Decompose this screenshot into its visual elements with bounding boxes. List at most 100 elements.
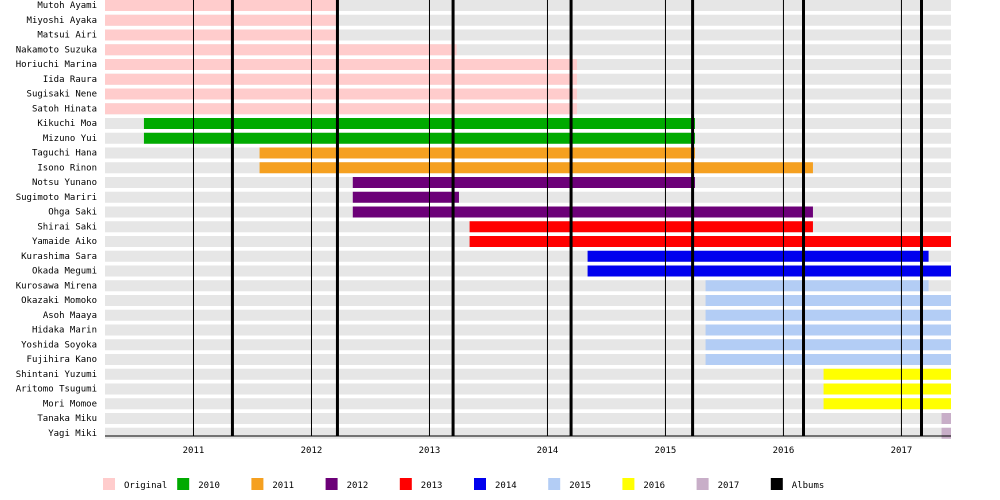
- member-bar: [469, 221, 813, 233]
- member-label: Matsui Airi: [37, 31, 97, 41]
- member-label: Iida Raura: [43, 75, 97, 85]
- member-label: Yamaide Aiko: [32, 237, 97, 247]
- row-stripe: [105, 14, 951, 26]
- member-label: Yagi Miki: [48, 429, 97, 439]
- member-bar: [352, 177, 695, 188]
- row-stripe: [105, 265, 951, 277]
- member-bar: [259, 147, 695, 159]
- member-label: Kurashima Sara: [21, 252, 97, 262]
- row-stripe: [105, 29, 951, 41]
- legend-label: 2014: [495, 481, 517, 491]
- member-label: Mizuno Yui: [43, 134, 97, 144]
- row-stripe: [105, 309, 951, 321]
- legend-swatch: [177, 478, 190, 490]
- member-label: Fujihira Kano: [27, 355, 97, 365]
- member-label: Satoh Hinata: [32, 104, 97, 114]
- legend-label: 2015: [569, 481, 591, 491]
- member-label: Sugimoto Mariri: [16, 193, 97, 203]
- year-gridlines: [192, 0, 902, 436]
- legend-label: 2017: [718, 481, 740, 491]
- member-bar: [105, 14, 338, 26]
- member-label: Okada Megumi: [32, 267, 97, 277]
- member-bar: [352, 206, 813, 218]
- row-stripe: [105, 250, 951, 262]
- member-bar: [105, 73, 577, 85]
- legend: Original 2010 2011 2012 2013 2014 2015 2016 2017…: [103, 478, 824, 491]
- member-bar: [105, 88, 577, 100]
- legend-swatch: [770, 478, 783, 490]
- member-bar: [823, 368, 951, 380]
- member-label: Notsu Yunano: [32, 178, 97, 188]
- legend-swatch: [474, 478, 486, 490]
- member-label: Sugisaki Nene: [27, 90, 97, 100]
- member-labels: Mutoh Ayami Miyoshi Ayaka Matsui Airi Nakam…: [16, 1, 97, 439]
- row-stripe: [105, 295, 951, 306]
- row-stripe: [105, 191, 951, 203]
- member-label: Nakamoto Suzuka: [16, 45, 97, 55]
- member-bars: [105, 0, 951, 439]
- member-bar: [941, 413, 951, 424]
- member-bar: [587, 265, 951, 277]
- member-label: Tanaka Miku: [37, 414, 97, 424]
- legend-label: 2012: [347, 481, 369, 491]
- member-label: Isono Rinon: [37, 163, 97, 173]
- member-bar: [823, 383, 951, 395]
- row-stripe: [105, 324, 951, 336]
- member-bar: [105, 29, 338, 41]
- row-stripe: [105, 368, 951, 380]
- legend-label: 2013: [421, 481, 443, 491]
- member-label: Kikuchi Moa: [37, 119, 97, 129]
- member-bar: [705, 324, 951, 336]
- member-label: Shirai Saki: [37, 222, 97, 232]
- member-label: Horiuchi Marina: [16, 60, 97, 70]
- member-bar: [705, 339, 951, 351]
- member-bar: [823, 398, 951, 410]
- member-label: Hidaka Marin: [32, 326, 97, 336]
- member-bar: [705, 295, 951, 306]
- member-label: Kurosawa Mirena: [16, 281, 97, 291]
- legend-swatch: [325, 478, 338, 490]
- member-bar: [105, 59, 577, 70]
- member-bar: [143, 132, 695, 144]
- legend-swatch: [548, 478, 561, 490]
- member-bar: [105, 44, 457, 56]
- x-tick-label: 2017: [891, 446, 913, 456]
- x-tick-label: 2016: [773, 446, 795, 456]
- legend-swatch: [103, 478, 115, 490]
- legend-swatch: [251, 478, 264, 490]
- member-label: Taguchi Hana: [32, 149, 97, 159]
- row-stripe: [105, 427, 951, 439]
- x-tick-label: 2011: [183, 446, 205, 456]
- member-label: Miyoshi Ayaka: [27, 16, 97, 26]
- member-bar: [941, 427, 951, 439]
- member-bar: [705, 309, 951, 321]
- legend-swatch: [399, 478, 412, 490]
- member-label: Mutoh Ayami: [37, 1, 97, 11]
- member-label: Shintani Yuzumi: [16, 370, 97, 380]
- legend-swatch: [622, 478, 635, 490]
- member-bar: [587, 250, 929, 262]
- member-label: Okazaki Momoko: [21, 296, 97, 306]
- member-label: Aritomo Tsugumi: [16, 385, 97, 395]
- member-bar: [352, 191, 459, 203]
- member-label: Asoh Maaya: [43, 311, 97, 321]
- row-stripe: [105, 339, 951, 351]
- x-tick-label: 2012: [301, 446, 323, 456]
- legend-label: 2011: [272, 481, 294, 491]
- member-bar: [143, 118, 695, 129]
- legend-swatch: [696, 478, 709, 490]
- member-bar: [705, 354, 951, 365]
- member-label: Yoshida Soyoka: [21, 340, 97, 350]
- legend-label: 2010: [198, 481, 220, 491]
- x-tick-label: 2015: [655, 446, 677, 456]
- member-bar: [105, 0, 338, 11]
- row-stripe: [105, 0, 951, 11]
- x-tick-label: 2013: [419, 446, 441, 456]
- member-label: Mori Momoe: [43, 399, 97, 409]
- member-bar: [105, 103, 577, 115]
- row-stripe: [105, 44, 951, 56]
- row-stripe: [105, 280, 951, 292]
- x-axis-ticks: 2011 2012 2013 2014 2015 2016 2017: [105, 435, 951, 456]
- row-stripe: [105, 398, 951, 410]
